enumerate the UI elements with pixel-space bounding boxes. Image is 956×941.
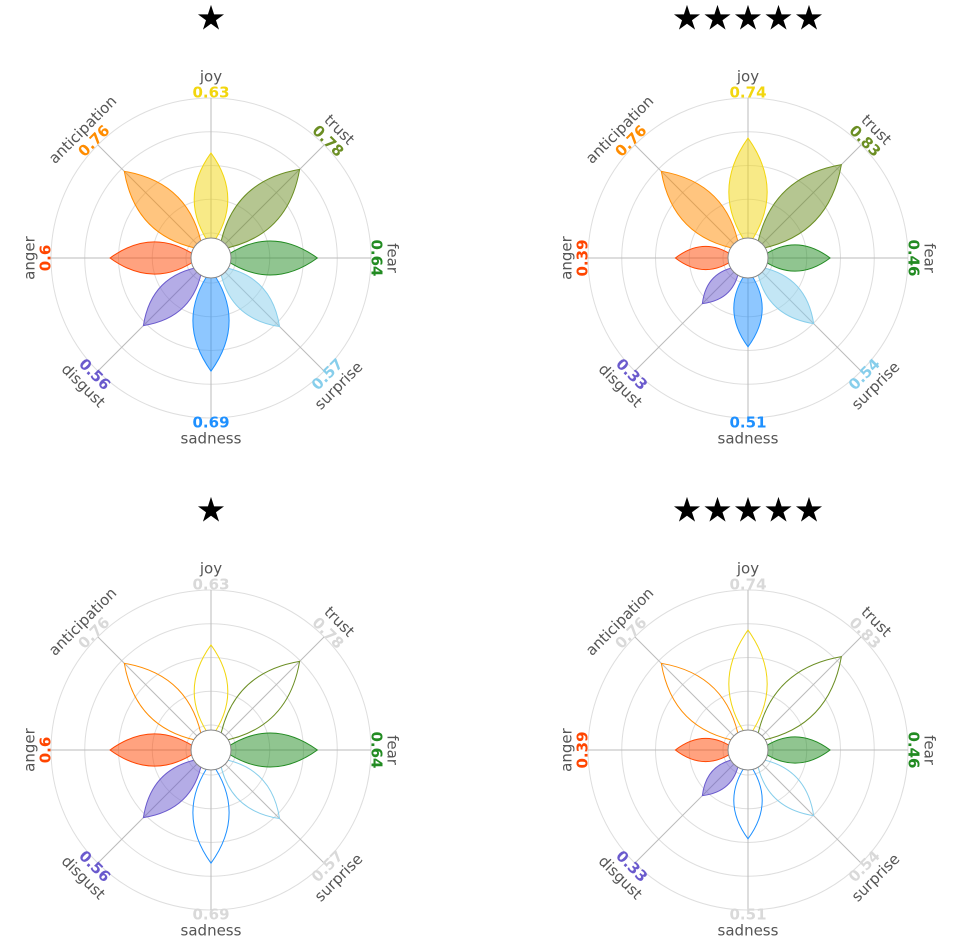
petal [218,660,301,743]
petal [123,170,204,251]
petal [123,662,204,743]
petal [660,170,741,251]
category-label: sadness [718,430,779,448]
flower-chart: joy0.63trust0.78fear0.64surprise0.57sadn… [21,560,402,940]
value-label: 0.63 [192,576,229,594]
petal [192,761,230,865]
value-label: 0.64 [368,239,386,276]
petal [222,240,319,276]
center-hole [727,237,769,279]
category-label: anger [558,727,576,771]
chart-title: ★★★★★ [672,0,824,39]
petal [218,265,281,328]
petal [733,269,763,348]
center-hole [190,729,232,771]
center-hole [727,729,769,771]
value-label: 0.6 [37,245,55,272]
value-label: 0.74 [729,576,766,594]
value-label: 0.63 [192,84,229,102]
petal [109,733,200,767]
category-label: anger [21,235,39,279]
spoke [747,636,862,751]
petal [109,241,200,275]
category-label: joy [736,560,759,578]
chart-title: ★ [196,491,226,531]
value-label: 0.6 [37,737,55,764]
spoke [97,636,212,751]
category-label: joy [199,68,222,86]
category-label: joy [736,68,759,86]
petal [733,761,763,840]
value-label: 0.46 [905,731,923,768]
spoke [747,749,862,864]
category-label: anger [558,235,576,279]
value-label: 0.51 [729,414,766,432]
category-label: sadness [181,430,242,448]
spoke [210,636,325,751]
petal [755,164,842,251]
value-label: 0.39 [574,239,592,276]
petal [728,137,768,247]
petal [701,265,741,305]
petal [660,662,741,743]
value-label: 0.46 [905,239,923,276]
value-label: 0.74 [729,84,766,102]
chart-title: ★ [196,0,226,39]
petal [701,757,741,797]
petal [222,732,319,768]
chart-title: ★★★★★ [672,491,824,531]
value-label: 0.69 [192,414,229,432]
petal [674,246,737,270]
petal [142,757,204,819]
category-label: joy [199,560,222,578]
category-label: fear [384,735,402,766]
category-label: anger [21,727,39,771]
petal [193,644,229,739]
category-label: sadness [718,922,779,940]
value-label: 0.51 [729,906,766,924]
petal [755,757,815,817]
petal [142,265,204,327]
spoke [210,749,325,864]
spoke [634,636,749,751]
petal [755,656,842,743]
category-label: sadness [181,922,242,940]
value-label: 0.64 [368,731,386,768]
flower-chart: joy0.63trust0.78fear0.64surprise0.57sadn… [21,68,402,448]
petal [674,738,737,762]
flower-chart: joy0.74trust0.83fear0.46surprise0.54sadn… [558,68,939,448]
flower-chart: joy0.74trust0.83fear0.46surprise0.54sadn… [558,560,939,940]
center-hole [190,237,232,279]
petal [759,244,831,272]
value-label: 0.69 [192,906,229,924]
petal [193,152,229,247]
petal [218,757,281,820]
petal [218,168,301,251]
category-label: fear [384,243,402,274]
petal [759,736,831,764]
petal [728,629,768,739]
category-label: fear [921,243,939,274]
value-label: 0.39 [574,731,592,768]
petal [755,265,815,325]
category-label: fear [921,735,939,766]
petal [192,269,230,373]
